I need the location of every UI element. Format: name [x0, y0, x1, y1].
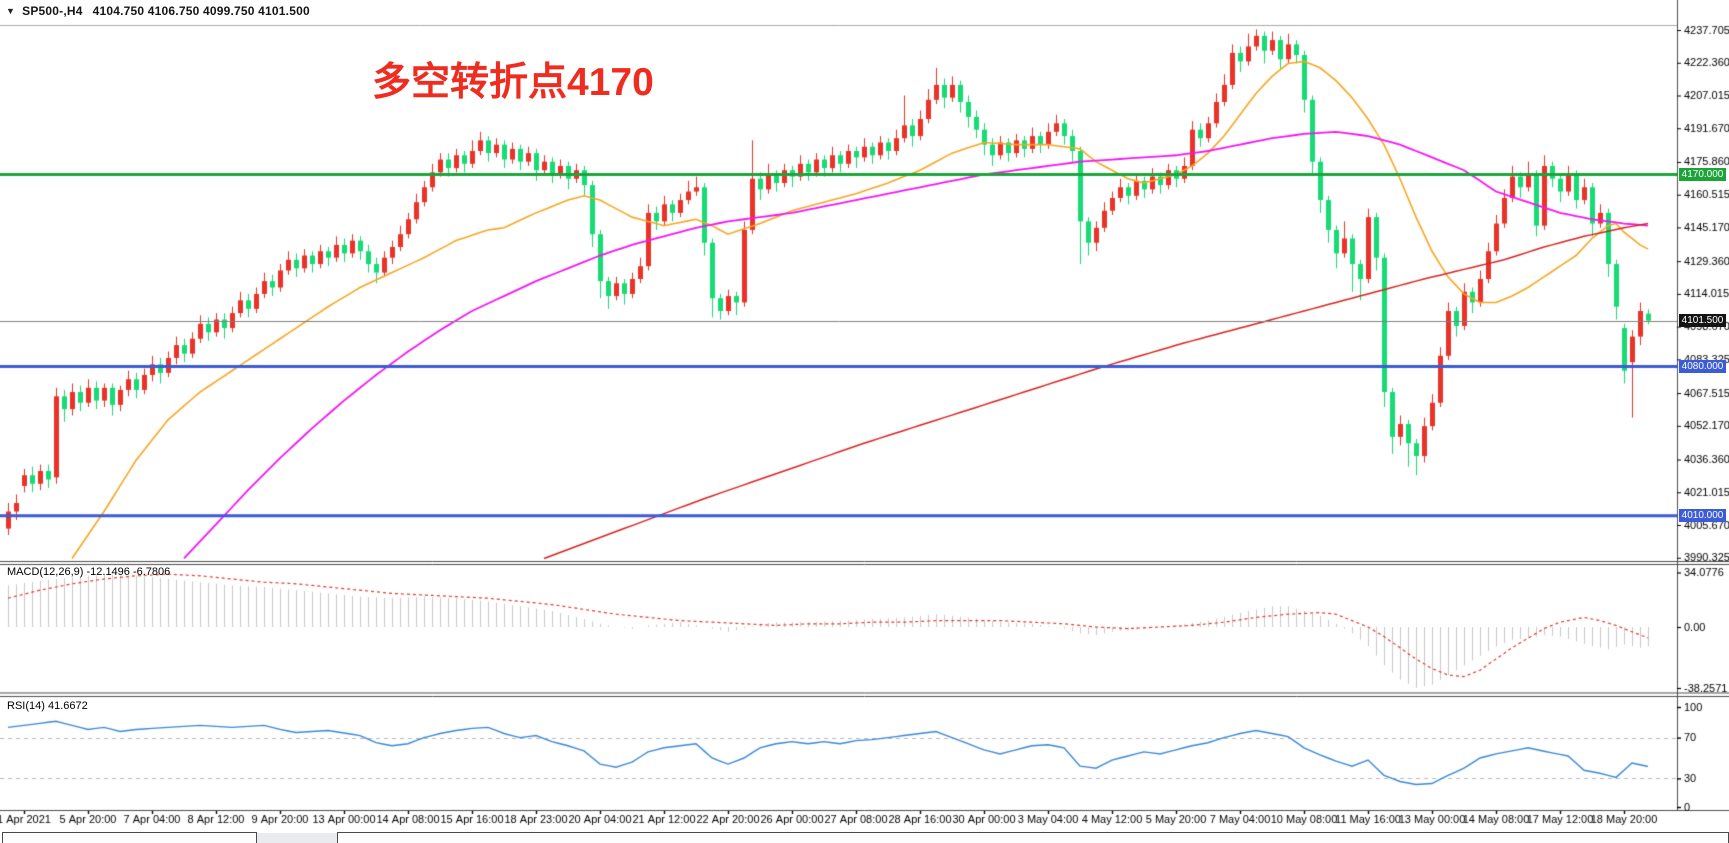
current-price-label: 4101.500 [1679, 314, 1726, 328]
bottom-strip-panel-left[interactable] [2, 832, 257, 843]
bottom-strip-panel-right[interactable] [337, 832, 1729, 843]
trade-annotation-text[interactable]: 多空转折点4170 [372, 61, 654, 104]
chevron-down-icon[interactable]: ▼ [6, 6, 16, 16]
macd-title: MACD(12,26,9) [7, 566, 84, 578]
bottom-strip-gap [257, 833, 337, 843]
rsi-indicator-label: RSI(14) 41.6672 [7, 700, 88, 712]
macd-indicator-label: MACD(12,26,9) -12.1496 -6.7806 [7, 566, 170, 578]
rsi-title: RSI(14) [7, 700, 45, 712]
hline-price-label-4010[interactable]: 4010.000 [1679, 509, 1726, 523]
macd-values: -12.1496 -6.7806 [86, 566, 171, 578]
symbol-timeframe-label: SP500-,H4 [22, 4, 83, 18]
hline-price-label-4080[interactable]: 4080.000 [1679, 359, 1726, 373]
ohlc-quote-values: 4104.750 4106.750 4099.750 4101.500 [92, 4, 310, 18]
rsi-value: 41.6672 [47, 700, 88, 712]
symbol-info-bar: ▼ SP500-,H4 4104.750 4106.750 4099.750 410… [6, 4, 310, 18]
hline-price-label-4170[interactable]: 4170.000 [1679, 167, 1726, 181]
bottom-strip [0, 829, 1729, 843]
